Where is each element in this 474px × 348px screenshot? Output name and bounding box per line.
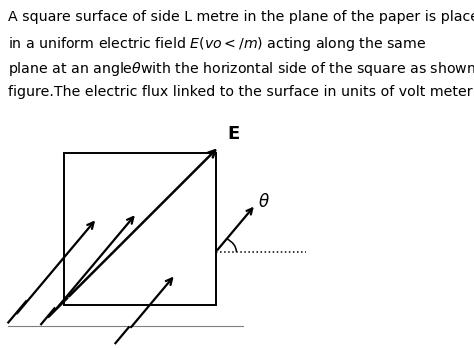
Text: plane at an angle$\theta$with the horizontal side of the square as shown in: plane at an angle$\theta$with the horizo…	[9, 60, 474, 78]
Text: E: E	[228, 125, 240, 143]
Text: θ: θ	[259, 193, 269, 211]
Text: A square surface of side L metre in the plane of the paper is placed: A square surface of side L metre in the …	[9, 10, 474, 24]
Text: figure.The electric flux linked to the surface in units of volt meter is:: figure.The electric flux linked to the s…	[9, 85, 474, 98]
Text: in a uniform electric field $E(vo < /m)$ acting along the same: in a uniform electric field $E(vo < /m)$…	[9, 35, 427, 53]
